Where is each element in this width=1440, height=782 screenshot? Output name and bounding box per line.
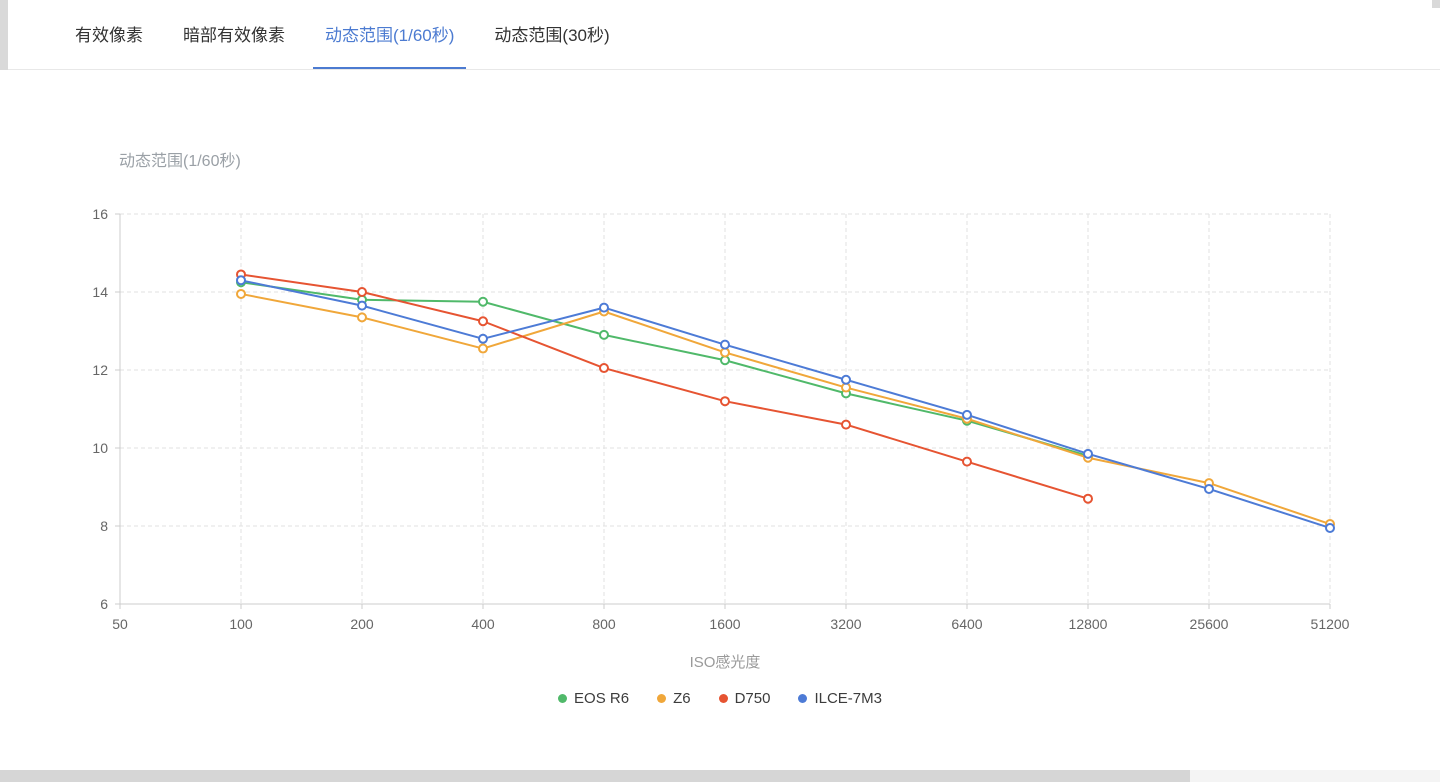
legend-label: Z6 <box>673 690 691 707</box>
legend-item-z6[interactable]: Z6 <box>657 690 691 707</box>
data-point-ilce-7m3[interactable] <box>599 302 609 313</box>
left-edge-strip <box>0 0 8 70</box>
legend-item-eos-r6[interactable]: EOS R6 <box>558 690 629 707</box>
data-point-d750[interactable] <box>599 363 609 374</box>
x-tick-label: 50 <box>112 616 128 632</box>
data-point-ilce-7m3[interactable] <box>841 374 851 385</box>
legend-marker-ilce-7m3 <box>798 694 808 703</box>
data-point-ilce-7m3[interactable] <box>236 275 246 286</box>
data-point-z6[interactable] <box>236 288 246 299</box>
data-point-d750[interactable] <box>841 419 851 430</box>
x-tick-label: 3200 <box>830 616 861 632</box>
x-tick-label: 25600 <box>1190 616 1229 632</box>
data-point-ilce-7m3[interactable] <box>357 300 367 311</box>
series-line-z6 <box>240 292 1331 526</box>
data-point-ilce-7m3[interactable] <box>1083 448 1093 459</box>
data-point-ilce-7m3[interactable] <box>478 333 488 344</box>
data-point-eos-r6[interactable] <box>478 296 488 307</box>
data-point-d750[interactable] <box>720 396 730 407</box>
data-point-eos-r6[interactable] <box>599 329 609 340</box>
series-line-eos-r6 <box>240 281 1089 457</box>
legend-item-d750[interactable]: D750 <box>718 690 771 707</box>
series-line-d750 <box>240 273 1089 500</box>
x-tick-label: 1600 <box>709 616 740 632</box>
data-point-ilce-7m3[interactable] <box>1204 483 1214 494</box>
data-point-d750[interactable] <box>478 316 488 327</box>
series-line-ilce-7m3 <box>240 279 1331 529</box>
legend-marker-eos-r6 <box>558 694 568 703</box>
data-point-d750[interactable] <box>962 456 972 467</box>
y-tick-label: 14 <box>92 284 108 300</box>
data-point-z6[interactable] <box>720 347 730 358</box>
data-point-ilce-7m3[interactable] <box>962 409 972 420</box>
y-tick-label: 12 <box>92 362 108 378</box>
legend-label: ILCE-7M3 <box>814 690 882 707</box>
data-point-d750[interactable] <box>357 287 367 297</box>
tab-dynamic-range-1-60s[interactable]: 动态范围(1/60秒) <box>313 0 467 69</box>
data-point-ilce-7m3[interactable] <box>1325 522 1335 533</box>
y-tick-label: 10 <box>92 440 108 456</box>
tab-dynamic-range-30s[interactable]: 动态范围(30秒) <box>494 26 610 45</box>
data-point-d750[interactable] <box>1083 493 1093 504</box>
legend-label: EOS R6 <box>574 690 630 707</box>
x-axis-title: ISO感光度 <box>689 654 761 671</box>
x-tick-label: 200 <box>350 616 374 632</box>
legend-marker-z6 <box>657 694 667 703</box>
data-point-z6[interactable] <box>357 312 367 323</box>
x-tick-label: 800 <box>592 616 616 632</box>
x-tick-label: 400 <box>471 616 495 632</box>
x-tick-label: 51200 <box>1311 616 1350 632</box>
horizontal-scrollbar[interactable] <box>0 770 1440 782</box>
x-tick-label: 100 <box>229 616 253 632</box>
scrollbar-thumb[interactable] <box>0 770 1190 782</box>
y-tick-label: 8 <box>100 518 108 534</box>
legend: EOS R6 Z6 D750 ILCE-7M3 <box>0 690 1440 707</box>
top-right-corner-strip <box>1432 0 1440 8</box>
data-point-ilce-7m3[interactable] <box>720 339 730 350</box>
tab-bar: 有效像素 暗部有效像素 动态范围(1/60秒) 动态范围(30秒) <box>0 0 1440 70</box>
legend-marker-d750 <box>718 694 728 703</box>
data-point-z6[interactable] <box>478 343 488 354</box>
tab-effective-pixels[interactable]: 有效像素 <box>75 26 143 45</box>
y-tick-label: 6 <box>100 596 108 612</box>
y-tick-label: 16 <box>92 206 108 222</box>
x-tick-label: 12800 <box>1069 616 1108 632</box>
chart-title: 动态范围(1/60秒) <box>119 153 241 170</box>
tab-dark-effective-pixels[interactable]: 暗部有效像素 <box>183 26 285 45</box>
legend-label: D750 <box>734 690 771 707</box>
legend-item-ilce-7m3[interactable]: ILCE-7M3 <box>798 690 882 707</box>
x-tick-label: 6400 <box>951 616 982 632</box>
